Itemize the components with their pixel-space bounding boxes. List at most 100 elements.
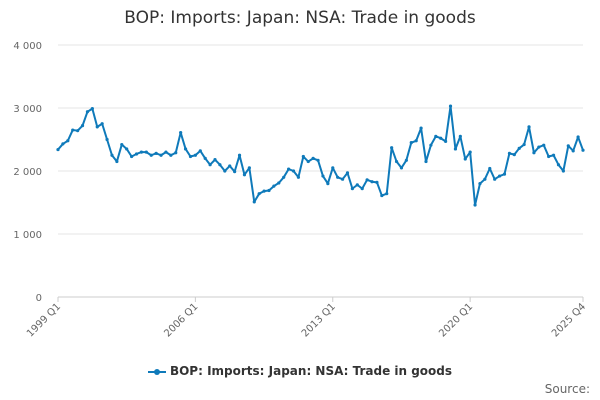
data-point[interactable] bbox=[345, 171, 350, 175]
data-point[interactable] bbox=[468, 150, 472, 154]
data-point[interactable] bbox=[409, 141, 413, 145]
data-point[interactable] bbox=[80, 124, 85, 128]
data-point[interactable] bbox=[85, 110, 90, 114]
data-point[interactable] bbox=[198, 149, 202, 153]
data-point[interactable] bbox=[517, 146, 521, 150]
data-point[interactable] bbox=[399, 166, 404, 170]
data-point[interactable] bbox=[551, 153, 556, 157]
data-point[interactable] bbox=[252, 200, 256, 204]
data-point[interactable] bbox=[282, 175, 286, 179]
data-point[interactable] bbox=[547, 154, 551, 159]
data-point[interactable] bbox=[581, 148, 585, 152]
data-point[interactable] bbox=[301, 154, 305, 159]
data-point[interactable] bbox=[385, 192, 389, 196]
data-point[interactable] bbox=[556, 163, 561, 167]
data-point[interactable] bbox=[90, 107, 94, 111]
data-point[interactable] bbox=[463, 157, 467, 161]
data-point[interactable] bbox=[144, 150, 148, 154]
data-point[interactable] bbox=[139, 150, 144, 154]
data-point[interactable] bbox=[444, 139, 448, 143]
data-point[interactable] bbox=[365, 178, 369, 182]
data-point[interactable] bbox=[478, 182, 482, 186]
data-point[interactable] bbox=[326, 182, 330, 186]
data-point[interactable] bbox=[561, 169, 565, 173]
data-point[interactable] bbox=[507, 151, 512, 155]
data-point[interactable] bbox=[542, 143, 546, 147]
data-point[interactable] bbox=[336, 175, 340, 179]
data-point[interactable] bbox=[237, 153, 242, 157]
data-point[interactable] bbox=[576, 135, 580, 139]
data-point[interactable] bbox=[188, 154, 193, 159]
data-point[interactable] bbox=[149, 153, 153, 157]
data-point[interactable] bbox=[375, 180, 379, 184]
data-point[interactable] bbox=[105, 137, 109, 142]
data-point[interactable] bbox=[566, 144, 570, 148]
data-point[interactable] bbox=[129, 154, 134, 159]
data-point[interactable] bbox=[483, 177, 487, 181]
data-point[interactable] bbox=[340, 177, 345, 181]
data-point[interactable] bbox=[287, 167, 291, 171]
data-point[interactable] bbox=[228, 164, 232, 168]
data-point[interactable] bbox=[488, 166, 492, 171]
data-point[interactable] bbox=[203, 156, 207, 160]
data-point[interactable] bbox=[512, 153, 516, 157]
data-point[interactable] bbox=[571, 149, 575, 153]
data-point[interactable] bbox=[453, 147, 458, 151]
data-point[interactable] bbox=[267, 188, 271, 193]
data-point[interactable] bbox=[208, 163, 212, 167]
data-point[interactable] bbox=[522, 142, 526, 147]
data-point[interactable] bbox=[439, 136, 443, 140]
data-point[interactable] bbox=[537, 145, 541, 149]
data-point[interactable] bbox=[316, 158, 320, 162]
data-point[interactable] bbox=[242, 173, 247, 177]
data-point[interactable] bbox=[120, 142, 124, 147]
data-point[interactable] bbox=[429, 143, 433, 147]
data-point[interactable] bbox=[394, 159, 399, 164]
data-point[interactable] bbox=[458, 134, 462, 138]
data-point[interactable] bbox=[164, 150, 168, 154]
data-point[interactable] bbox=[159, 153, 163, 157]
data-point[interactable] bbox=[321, 174, 325, 178]
data-point[interactable] bbox=[183, 147, 188, 151]
data-point[interactable] bbox=[100, 122, 104, 126]
data-point[interactable] bbox=[71, 128, 75, 132]
data-point[interactable] bbox=[233, 170, 237, 174]
data-point[interactable] bbox=[76, 129, 80, 133]
data-point[interactable] bbox=[296, 175, 301, 179]
data-point[interactable] bbox=[134, 152, 139, 156]
data-point[interactable] bbox=[424, 159, 428, 164]
data-point[interactable] bbox=[125, 147, 129, 151]
data-point[interactable] bbox=[497, 174, 502, 178]
data-point[interactable] bbox=[277, 181, 281, 185]
data-point[interactable] bbox=[311, 156, 315, 160]
data-point[interactable] bbox=[532, 151, 536, 155]
data-point[interactable] bbox=[355, 183, 359, 187]
data-point[interactable] bbox=[380, 193, 384, 198]
data-point[interactable] bbox=[223, 169, 227, 173]
data-point[interactable] bbox=[213, 158, 217, 162]
data-point[interactable] bbox=[404, 158, 408, 162]
data-point[interactable] bbox=[95, 125, 99, 129]
data-point[interactable] bbox=[61, 142, 65, 146]
data-point[interactable] bbox=[115, 159, 119, 164]
data-point[interactable] bbox=[179, 130, 183, 135]
data-point[interactable] bbox=[66, 139, 70, 143]
data-point[interactable] bbox=[257, 192, 261, 196]
data-point[interactable] bbox=[502, 172, 507, 176]
data-point[interactable] bbox=[262, 189, 266, 193]
data-point[interactable] bbox=[154, 151, 158, 155]
data-point[interactable] bbox=[291, 169, 296, 173]
data-point[interactable] bbox=[272, 184, 276, 188]
data-point[interactable] bbox=[331, 166, 335, 170]
data-point[interactable] bbox=[56, 147, 60, 152]
data-point[interactable] bbox=[370, 180, 374, 184]
data-point[interactable] bbox=[390, 146, 394, 150]
data-point[interactable] bbox=[247, 166, 251, 170]
data-point[interactable] bbox=[169, 153, 173, 157]
data-point[interactable] bbox=[419, 126, 423, 130]
data-point[interactable] bbox=[448, 104, 453, 108]
data-point[interactable] bbox=[473, 203, 477, 207]
data-point[interactable] bbox=[493, 177, 497, 181]
data-point[interactable] bbox=[110, 153, 114, 157]
data-point[interactable] bbox=[527, 125, 531, 129]
